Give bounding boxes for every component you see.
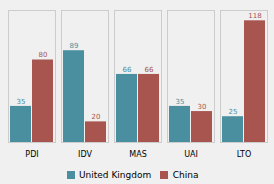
html-text:China: China: [172, 169, 199, 180]
svg-text:25: 25: [229, 108, 238, 116]
svg-text:LTO: LTO: [237, 150, 252, 158]
svg-text:IDV: IDV: [78, 150, 92, 158]
svg-text:80: 80: [39, 51, 48, 59]
svg-text:35: 35: [17, 98, 26, 106]
html-text:United Kingdom: United Kingdom: [79, 169, 152, 180]
svg-text:UAI: UAI: [184, 150, 198, 158]
svg-text:30: 30: [198, 103, 207, 111]
svg-text:20: 20: [92, 113, 101, 121]
svg-text:PDI: PDI: [25, 150, 38, 158]
svg-text:66: 66: [145, 66, 154, 74]
svg-text:89: 89: [70, 42, 79, 50]
svg-text:35: 35: [176, 98, 185, 106]
svg-text:MAS: MAS: [129, 150, 146, 158]
svg-text:66: 66: [123, 66, 132, 74]
svg-text:118: 118: [248, 12, 261, 20]
